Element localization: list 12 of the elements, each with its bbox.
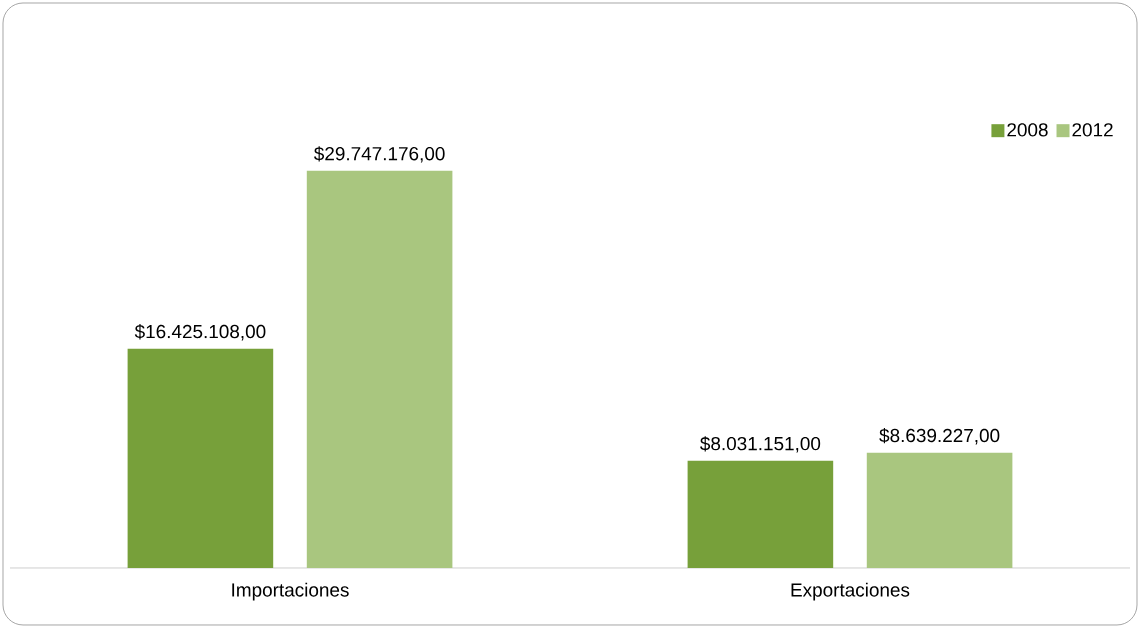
data-label: $8.031.151,00: [700, 436, 821, 453]
bar: [306, 170, 453, 568]
legend-label: 2012: [1072, 123, 1113, 137]
x-tick-label: Exportaciones: [791, 582, 910, 601]
bar: [687, 460, 834, 568]
data-label: $8.639.227,00: [879, 428, 1000, 445]
x-tick-label: Importaciones: [232, 582, 349, 601]
data-label: $16.425.108,00: [134, 324, 266, 341]
bar: [866, 452, 1013, 568]
legend-label: 2008: [1007, 123, 1048, 137]
bar: [127, 348, 274, 568]
data-label: $29.747.176,00: [314, 146, 445, 163]
